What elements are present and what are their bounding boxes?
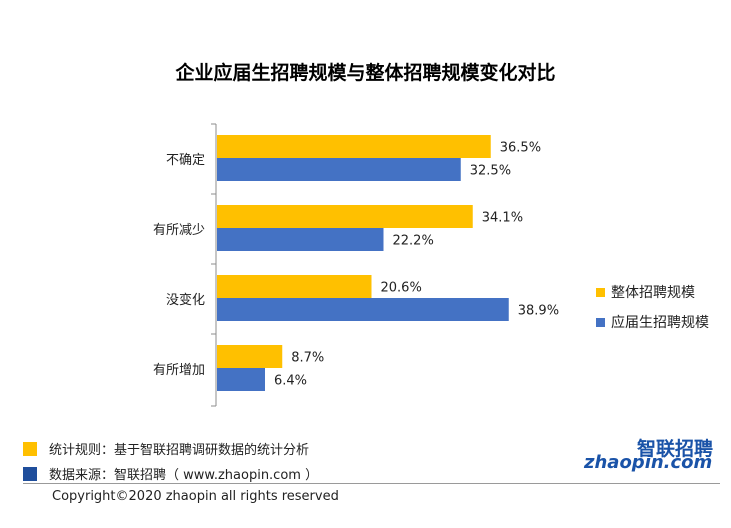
footnotes: 统计规则：基于智联招聘调研数据的统计分析 数据来源：智联招聘（ www.zhao… <box>23 436 318 486</box>
data-label: 32.5% <box>470 164 511 179</box>
note-stat-rule-text: 统计规则：基于智联招聘调研数据的统计分析 <box>49 443 310 458</box>
legend-label-total: 整体招聘规模 <box>611 285 695 301</box>
legend-label-graduate: 应届生招聘规模 <box>611 315 709 331</box>
bar-graduate <box>217 228 384 251</box>
note-data-source-text: 数据来源：智联招聘（ www.zhaopin.com ） <box>49 468 319 483</box>
note-square-blue <box>23 466 37 481</box>
legend-swatch-total <box>596 287 605 297</box>
bar-graduate <box>217 158 461 181</box>
data-label: 38.9% <box>518 304 559 319</box>
data-label: 8.7% <box>291 351 324 366</box>
category-label: 有所减少 <box>153 223 205 238</box>
zhaopin-logo: 智联招聘 zhaopin.com <box>584 434 719 482</box>
bar-total <box>217 205 473 228</box>
data-label: 36.5% <box>500 141 541 156</box>
bar-total <box>217 345 283 368</box>
data-label: 6.4% <box>274 374 307 389</box>
note-square-yellow <box>23 441 37 456</box>
bar-graduate <box>217 298 509 321</box>
note-data-source: 数据来源：智联招聘（ www.zhaopin.com ） <box>23 461 318 486</box>
bar-total <box>217 135 491 158</box>
copyright-text: Copyright©2020 zhaopin all rights reserv… <box>52 489 339 504</box>
legend-swatch-graduate <box>596 317 605 327</box>
chart-title: 企业应届生招聘规模与整体招聘规模变化对比 <box>175 62 556 84</box>
logo-english: zhaopin.com <box>584 452 713 473</box>
data-label: 34.1% <box>482 211 523 226</box>
category-label: 不确定 <box>166 153 205 168</box>
note-stat-rule: 统计规则：基于智联招聘调研数据的统计分析 <box>23 436 318 461</box>
legend-item-total: 整体招聘规模 <box>596 282 695 302</box>
legend-item-graduate: 应届生招聘规模 <box>596 312 709 332</box>
data-label: 20.6% <box>381 281 422 296</box>
bar-graduate <box>217 368 265 391</box>
logo-chinese: 智联招聘 <box>636 438 713 460</box>
category-label: 有所增加 <box>153 363 205 378</box>
data-label: 22.2% <box>393 234 434 249</box>
bar-total <box>217 275 372 298</box>
category-label: 没变化 <box>166 292 205 308</box>
footer-divider <box>23 483 720 484</box>
